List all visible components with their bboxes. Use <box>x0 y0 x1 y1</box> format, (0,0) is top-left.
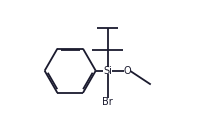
Text: O: O <box>123 66 131 76</box>
Text: Br: Br <box>102 97 113 107</box>
Text: Si: Si <box>103 66 112 76</box>
